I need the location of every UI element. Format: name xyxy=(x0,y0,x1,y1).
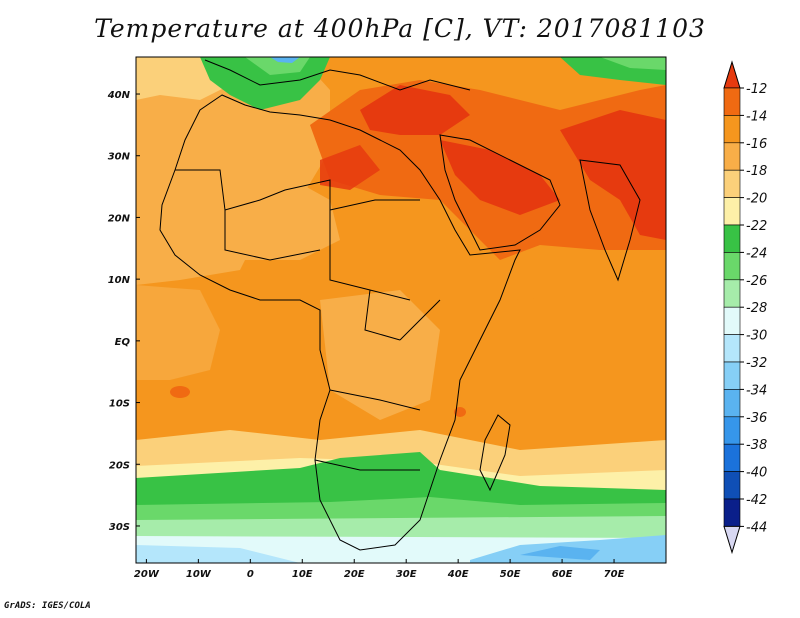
lon-tick-label: 70E xyxy=(604,569,625,580)
field-m26-band xyxy=(136,497,666,522)
lon-tick-label: 60E xyxy=(552,569,573,580)
lat-tick-label: 10N xyxy=(108,275,131,286)
colorbar-label: -14 xyxy=(746,109,767,124)
lon-tick-label: 10E xyxy=(292,569,313,580)
lon-tick-label: 20W xyxy=(134,569,160,580)
colorbar-label: -38 xyxy=(746,438,767,453)
colorbar-label: -32 xyxy=(746,356,767,371)
colorbar-swatch xyxy=(723,443,741,472)
field-m12-sahara xyxy=(320,145,380,190)
field-m36-europe xyxy=(270,57,300,63)
colorbar-swatch xyxy=(723,389,741,418)
latitude-axis: 40N 30N 20N 10N EQ 10S 20S 30S xyxy=(107,90,140,533)
lon-tick-label: 50E xyxy=(500,569,521,580)
colorbar-label: -26 xyxy=(746,274,767,289)
coastlines xyxy=(159,59,641,551)
colorbar-swatch xyxy=(723,416,741,445)
madagascar-coastline xyxy=(479,414,511,492)
colorbar-swatch xyxy=(723,169,741,198)
colorbar-top-arrow xyxy=(723,60,741,89)
colorbar-swatch xyxy=(723,361,741,390)
colorbar-label: -16 xyxy=(746,137,767,152)
colorbar-swatch xyxy=(723,334,741,363)
colorbar-label: -36 xyxy=(746,411,767,426)
lon-tick-label: 20E xyxy=(344,569,365,580)
field-m18-central xyxy=(320,290,440,420)
grads-credit: GrADS: IGES/COLA xyxy=(4,601,91,611)
field-m18-gulf xyxy=(136,285,220,380)
lat-tick-label: 30S xyxy=(109,522,130,533)
colorbar-swatch xyxy=(723,306,741,335)
colorbar-swatch xyxy=(723,197,741,226)
colorbar-swatch xyxy=(723,87,741,116)
lat-tick-label: 40N xyxy=(107,90,131,101)
field-m26-northeast xyxy=(600,57,666,70)
colorbar-label: -28 xyxy=(746,301,767,316)
lon-tick-label: 0 xyxy=(247,569,254,580)
colorbar-label: -20 xyxy=(746,192,767,207)
field-m24-band xyxy=(136,452,666,508)
colorbar-swatch xyxy=(723,279,741,308)
lon-tick-label: 40E xyxy=(447,569,469,580)
india-coastline xyxy=(579,159,641,282)
colorbar-label: -40 xyxy=(746,466,767,481)
colorbar-label: -34 xyxy=(746,383,767,398)
lat-tick-label: 20N xyxy=(108,213,131,224)
colorbar-swatch xyxy=(723,142,741,171)
colorbar-bottom-arrow xyxy=(723,525,741,555)
colorbar-label: -24 xyxy=(746,246,767,261)
lat-tick-label: EQ xyxy=(115,337,131,348)
field-m12-india xyxy=(560,110,666,240)
map-frame xyxy=(135,56,667,564)
field-m36-southeast xyxy=(520,546,600,560)
field-m12-mediterranean xyxy=(360,85,470,135)
colorbar-swatch xyxy=(723,115,741,144)
temperature-field xyxy=(136,57,666,563)
country-borders xyxy=(175,169,441,471)
field-m16-indian-ocean xyxy=(500,290,666,440)
africa-coastline xyxy=(159,94,521,551)
field-m14-spot xyxy=(170,386,190,398)
colorbar-label: -18 xyxy=(746,164,767,179)
colorbar-label: -44 xyxy=(746,520,767,535)
lon-tick-label: 10W xyxy=(186,569,212,580)
map-title: Temperature at 400hPa [C], VT: 201708110… xyxy=(94,14,706,43)
colorbar-swatch xyxy=(723,224,741,253)
longitude-axis: 20W 10W 0 10E 20E 30E 40E 50E 60E 70E xyxy=(134,559,625,580)
field-m18-sahara xyxy=(160,150,340,260)
colorbar-label: -12 xyxy=(746,82,767,97)
arabia-coastline xyxy=(439,134,561,251)
europe-coastline xyxy=(204,59,471,91)
colorbar-label: -42 xyxy=(746,493,767,508)
lat-tick-label: 20S xyxy=(109,460,130,471)
lat-tick-label: 30N xyxy=(108,152,131,163)
lon-tick-label: 30E xyxy=(396,569,417,580)
colorbar-swatch xyxy=(723,471,741,500)
lat-tick-label: 10S xyxy=(109,399,130,410)
colorbar-label: -22 xyxy=(746,219,767,234)
field-m32-southwest xyxy=(136,545,300,563)
colorbar: -12 -14 -16 -18 -20 -22 -24 -26 -28 -30 -32 -34 -36 -… xyxy=(723,60,767,555)
field-m12-arabia xyxy=(440,140,560,215)
colorbar-label: -30 xyxy=(746,329,767,344)
colorbar-swatch xyxy=(723,498,741,527)
colorbar-swatch xyxy=(723,252,741,281)
field-m14-spot xyxy=(454,407,466,417)
